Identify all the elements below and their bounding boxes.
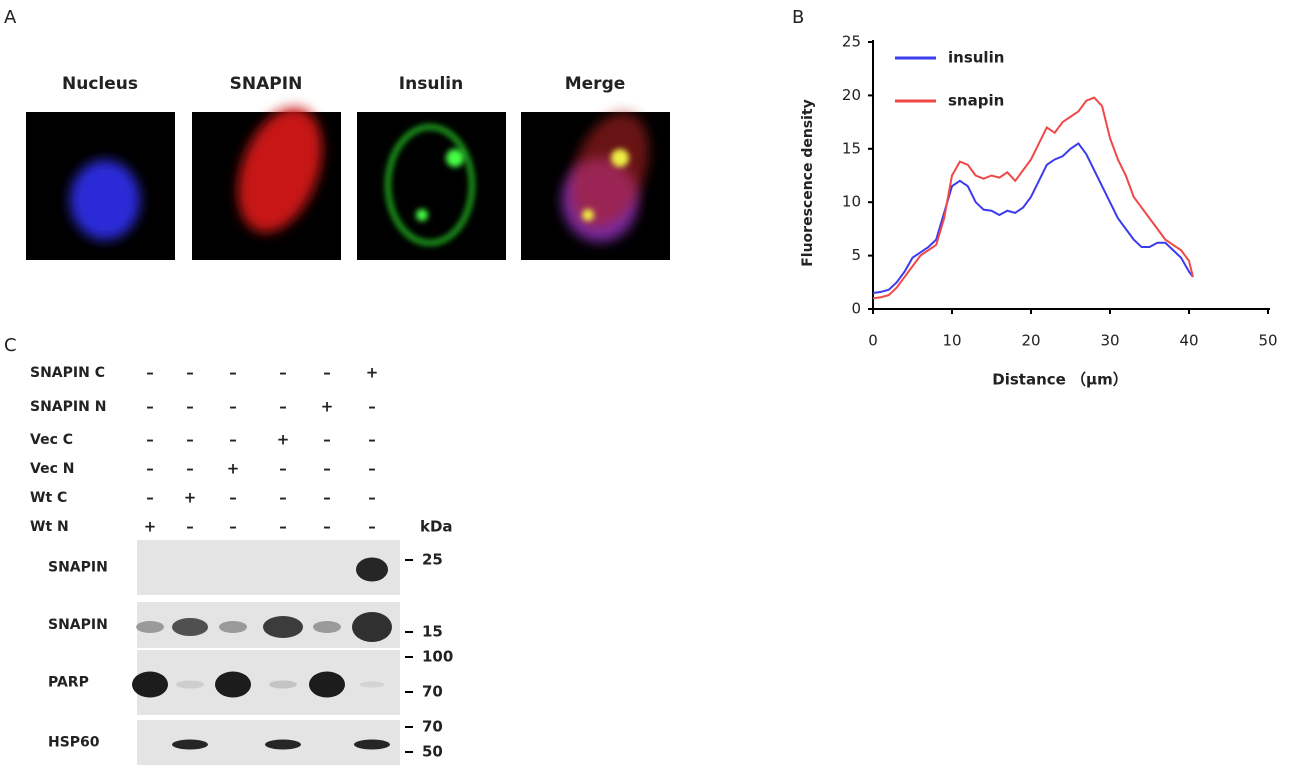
condition-sign: –	[186, 398, 194, 416]
condition-label: Vec C	[30, 432, 73, 448]
y-tick-label: 10	[842, 193, 861, 211]
blot-label: SNAPIN	[48, 617, 108, 633]
image-title: Insulin	[399, 74, 463, 94]
condition-sign: –	[146, 460, 154, 478]
condition-sign: –	[146, 364, 154, 382]
condition-label: Wt C	[30, 490, 67, 506]
y-axis-label: Fluorescence density	[800, 99, 816, 267]
x-tick-label: 20	[1021, 332, 1040, 350]
condition-sign: –	[279, 489, 287, 507]
panel-label: B	[792, 7, 804, 28]
band	[132, 671, 168, 698]
marker-label: 25	[422, 551, 443, 569]
y-tick-label: 20	[842, 86, 861, 104]
panel-label: C	[4, 335, 17, 356]
condition-sign: –	[146, 398, 154, 416]
band	[263, 616, 303, 638]
band	[215, 671, 251, 698]
condition-sign: –	[229, 518, 237, 536]
series-line	[872, 96, 1194, 300]
band	[309, 671, 345, 698]
condition-sign: –	[368, 460, 376, 478]
condition-sign: –	[323, 460, 331, 478]
marker-label: 15	[422, 623, 443, 641]
condition-sign: +	[227, 460, 240, 478]
marker-label: 70	[422, 718, 443, 736]
micrographs	[26, 107, 670, 260]
condition-label: Vec N	[30, 461, 74, 477]
condition-sign: –	[368, 518, 376, 536]
condition-sign: –	[279, 398, 287, 416]
condition-sign: –	[186, 431, 194, 449]
panel-label: A	[4, 7, 17, 28]
band	[136, 621, 164, 633]
x-axis-label: Distance （μm）	[992, 371, 1127, 389]
y-tick-label: 25	[842, 33, 861, 51]
condition-sign: +	[366, 364, 379, 382]
band	[313, 621, 341, 633]
x-tick-label: 50	[1258, 332, 1277, 350]
y-tick-label: 15	[842, 139, 861, 157]
blot	[137, 540, 400, 595]
x-tick-label: 40	[1179, 332, 1198, 350]
condition-sign: –	[186, 364, 194, 382]
condition-sign: –	[229, 398, 237, 416]
band	[265, 739, 301, 750]
image-title: SNAPIN	[230, 74, 303, 94]
band	[176, 680, 204, 689]
condition-sign: –	[368, 489, 376, 507]
condition-sign: –	[186, 518, 194, 536]
band	[360, 681, 384, 688]
kda-label: kDa	[420, 518, 453, 536]
condition-sign: +	[321, 398, 334, 416]
marker-label: 50	[422, 743, 443, 761]
blot	[137, 650, 400, 715]
image-title: Merge	[565, 74, 626, 94]
y-tick-label: 0	[851, 300, 861, 318]
condition-sign: –	[323, 364, 331, 382]
marker-label: 100	[422, 648, 453, 666]
condition-sign: –	[323, 489, 331, 507]
condition-sign: –	[229, 489, 237, 507]
condition-sign: –	[323, 518, 331, 536]
condition-label: SNAPIN C	[30, 365, 105, 381]
condition-sign: –	[323, 431, 331, 449]
condition-label: SNAPIN N	[30, 399, 106, 415]
band	[354, 739, 390, 750]
condition-sign: –	[279, 518, 287, 536]
x-tick-label: 30	[1100, 332, 1119, 350]
condition-sign: –	[279, 460, 287, 478]
condition-sign: +	[184, 489, 197, 507]
condition-sign: +	[277, 431, 290, 449]
band	[172, 618, 208, 636]
band	[356, 557, 388, 582]
blot-label: SNAPIN	[48, 560, 108, 576]
legend-label: insulin	[948, 49, 1004, 67]
marker-label: 70	[422, 683, 443, 701]
x-tick-label: 10	[942, 332, 961, 350]
blot-label: HSP60	[48, 735, 100, 751]
condition-sign: –	[146, 489, 154, 507]
condition-sign: –	[279, 364, 287, 382]
image-title: Nucleus	[62, 74, 138, 94]
condition-sign: –	[368, 398, 376, 416]
series-line	[872, 142, 1194, 294]
y-tick-label: 5	[851, 246, 861, 264]
band	[352, 612, 392, 642]
band	[219, 621, 247, 633]
band	[269, 680, 297, 689]
condition-sign: –	[146, 431, 154, 449]
condition-sign: –	[368, 431, 376, 449]
blot-label: PARP	[48, 675, 89, 691]
legend-label: snapin	[948, 92, 1004, 110]
condition-sign: –	[229, 431, 237, 449]
condition-label: Wt N	[30, 519, 69, 535]
x-tick-label: 0	[868, 332, 878, 350]
condition-sign: –	[186, 460, 194, 478]
band	[172, 739, 208, 750]
condition-sign: –	[229, 364, 237, 382]
condition-sign: +	[144, 518, 157, 536]
